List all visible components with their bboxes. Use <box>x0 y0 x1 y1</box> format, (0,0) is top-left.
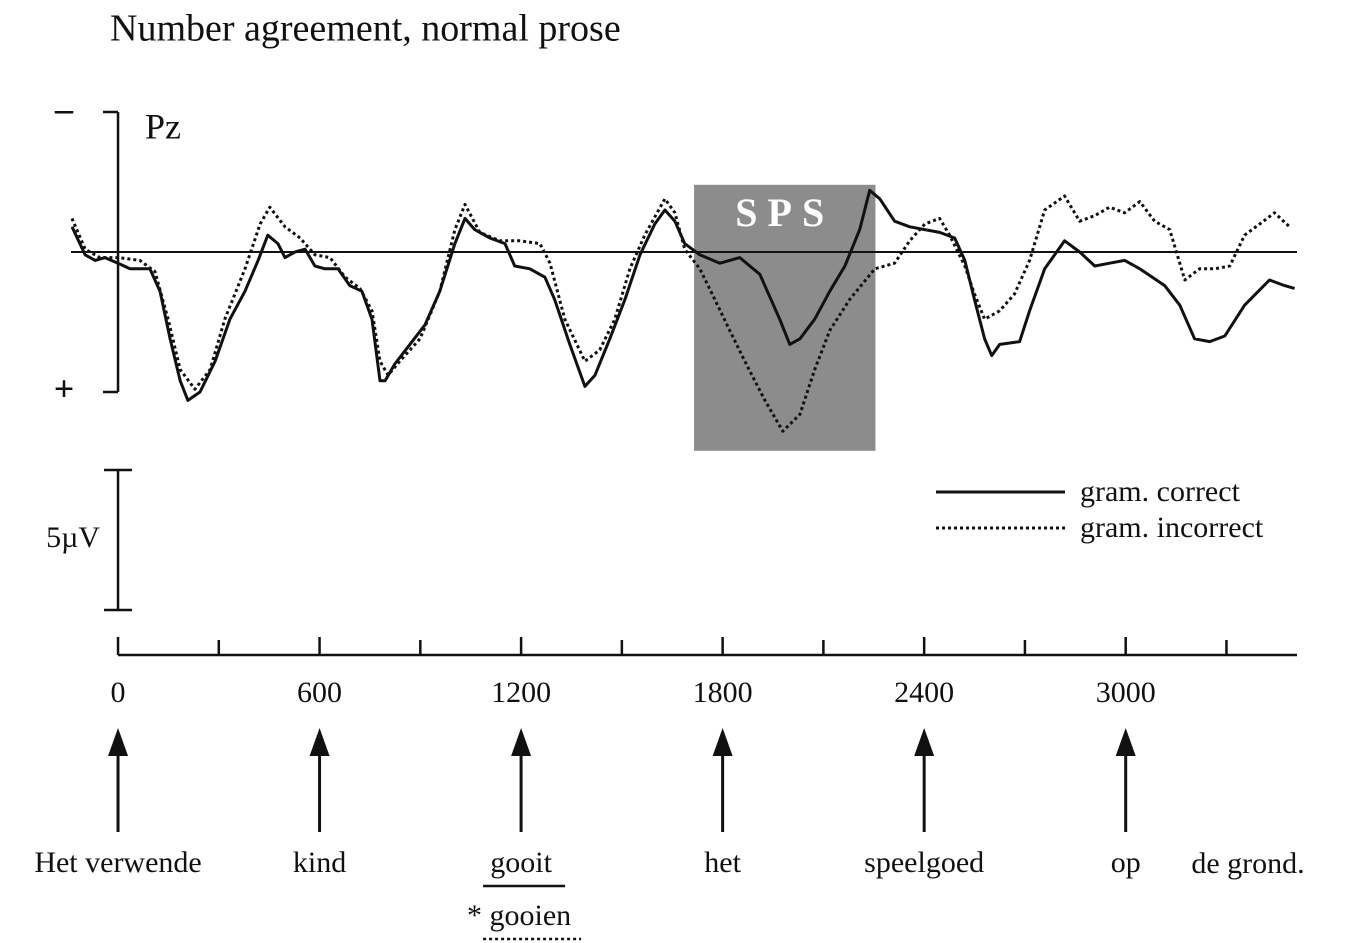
chart-title: Number agreement, normal prose <box>110 8 621 50</box>
legend-label: gram. incorrect <box>1080 511 1264 544</box>
x-tick-label: 2400 <box>894 676 954 709</box>
word: op <box>1111 846 1141 879</box>
arrow-head <box>712 728 733 756</box>
arrow-head <box>1115 728 1136 756</box>
word: gooit <box>490 846 552 879</box>
word: speelgoed <box>864 846 984 879</box>
x-tick-label: 1200 <box>491 676 551 709</box>
trailing-word: de grond. <box>1191 847 1304 880</box>
y-tick-label: + <box>54 368 75 408</box>
legend-label: gram. correct <box>1080 475 1241 508</box>
scale-label: 5µV <box>46 521 100 554</box>
word: het <box>704 846 741 879</box>
arrow-head <box>914 728 935 756</box>
x-tick-label: 3000 <box>1096 676 1156 709</box>
arrow-head <box>309 728 330 756</box>
highlight-label: SPS <box>735 190 834 235</box>
arrow-head <box>511 728 532 756</box>
violation-word: * gooien <box>467 899 571 932</box>
highlight-region <box>694 184 876 451</box>
channel-label: Pz <box>145 106 181 146</box>
series-line <box>70 188 1296 402</box>
x-tick-label: 0 <box>111 676 126 709</box>
word: kind <box>293 846 346 879</box>
x-tick-label: 600 <box>297 676 342 709</box>
x-tick-label: 1800 <box>693 676 753 709</box>
y-tick-label: – <box>54 88 74 128</box>
word: Het verwende <box>34 846 201 879</box>
arrow-head <box>108 728 129 756</box>
series-line <box>70 194 1291 433</box>
